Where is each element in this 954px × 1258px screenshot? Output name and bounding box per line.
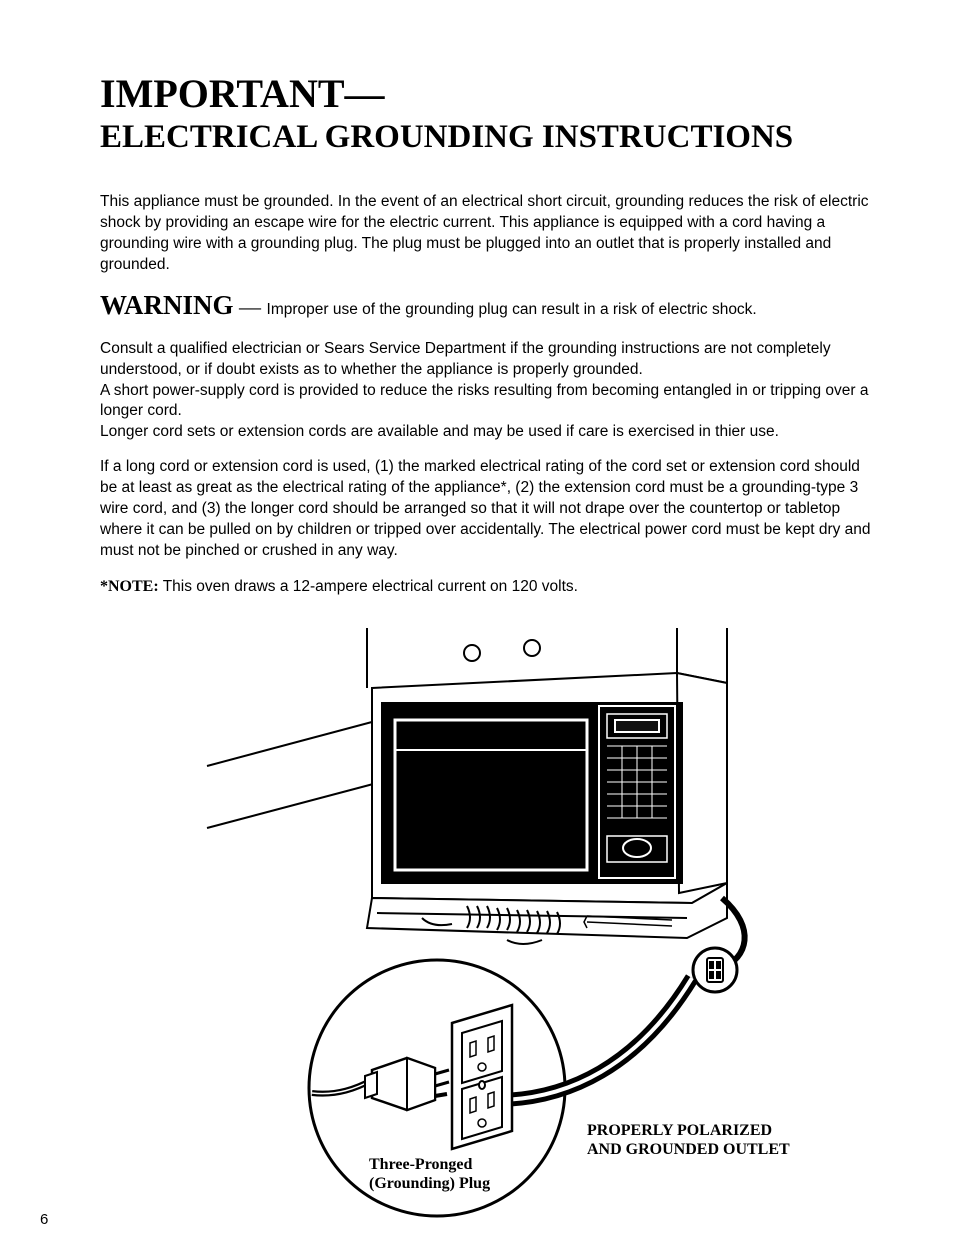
figure-label-plug-l1: Three-Pronged [369, 1156, 472, 1173]
warning-label: WARNING [100, 290, 234, 320]
paragraph-consult-a: Consult a qualified electrician or Sears… [100, 340, 831, 378]
paragraph-consult: Consult a qualified electrician or Sears… [100, 339, 874, 444]
figure-container: PROPERLY POLARIZED AND GROUNDED OUTLET T… [100, 628, 874, 1218]
title-line-1: IMPORTANT— [100, 70, 874, 117]
page-number: 6 [40, 1211, 48, 1228]
figure-label-plug: Three-Pronged (Grounding) Plug [369, 1155, 529, 1193]
paragraph-consult-b: A short power-supply cord is provided to… [100, 382, 869, 420]
note-text: This oven draws a 12-ampere electrical c… [159, 578, 578, 595]
title-line-2: ELECTRICAL GROUNDING INSTRUCTIONS [100, 119, 874, 156]
paragraph-consult-c: Longer cord sets or extension cords are … [100, 423, 779, 440]
figure-label-outlet: PROPERLY POLARIZED AND GROUNDED OUTLET [587, 1121, 797, 1159]
figure-label-plug-l2: (Grounding) Plug [369, 1175, 490, 1192]
warning-text: Improper use of the grounding plug can r… [267, 301, 757, 318]
paragraph-longcord: If a long cord or extension cord is used… [100, 457, 874, 562]
warning-dash: — [234, 294, 267, 319]
paragraph-grounding: This appliance must be grounded. In the … [100, 192, 874, 276]
note-line: *NOTE: This oven draws a 12-ampere elect… [100, 576, 874, 598]
document-page: IMPORTANT— ELECTRICAL GROUNDING INSTRUCT… [0, 0, 954, 1258]
grounding-illustration: PROPERLY POLARIZED AND GROUNDED OUTLET T… [167, 628, 807, 1218]
note-label: *NOTE: [100, 578, 159, 595]
warning-line: WARNING — Improper use of the grounding … [100, 290, 874, 321]
